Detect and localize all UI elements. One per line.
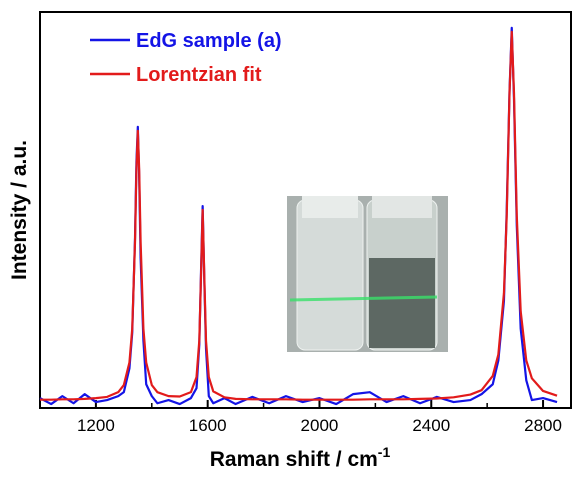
legend-label: EdG sample (a) — [136, 30, 282, 52]
x-tick-label: 1200 — [77, 416, 115, 435]
inset-photo — [287, 196, 448, 352]
x-tick-label: 1600 — [189, 416, 227, 435]
plot-frame — [39, 11, 572, 409]
y-axis-label: Intensity / a.u. — [8, 140, 31, 280]
x-tick-label: 2400 — [412, 416, 450, 435]
x-axis-label-text: Raman shift / cm — [210, 448, 378, 471]
legend-label: Lorentzian fit — [136, 64, 262, 86]
x-tick-label: 2000 — [301, 416, 339, 435]
x-axis-label: Raman shift / cm-1 — [210, 444, 391, 471]
x-axis-label-superscript: -1 — [378, 444, 391, 460]
series-line — [40, 30, 558, 401]
x-tick-label: 2800 — [524, 416, 562, 435]
